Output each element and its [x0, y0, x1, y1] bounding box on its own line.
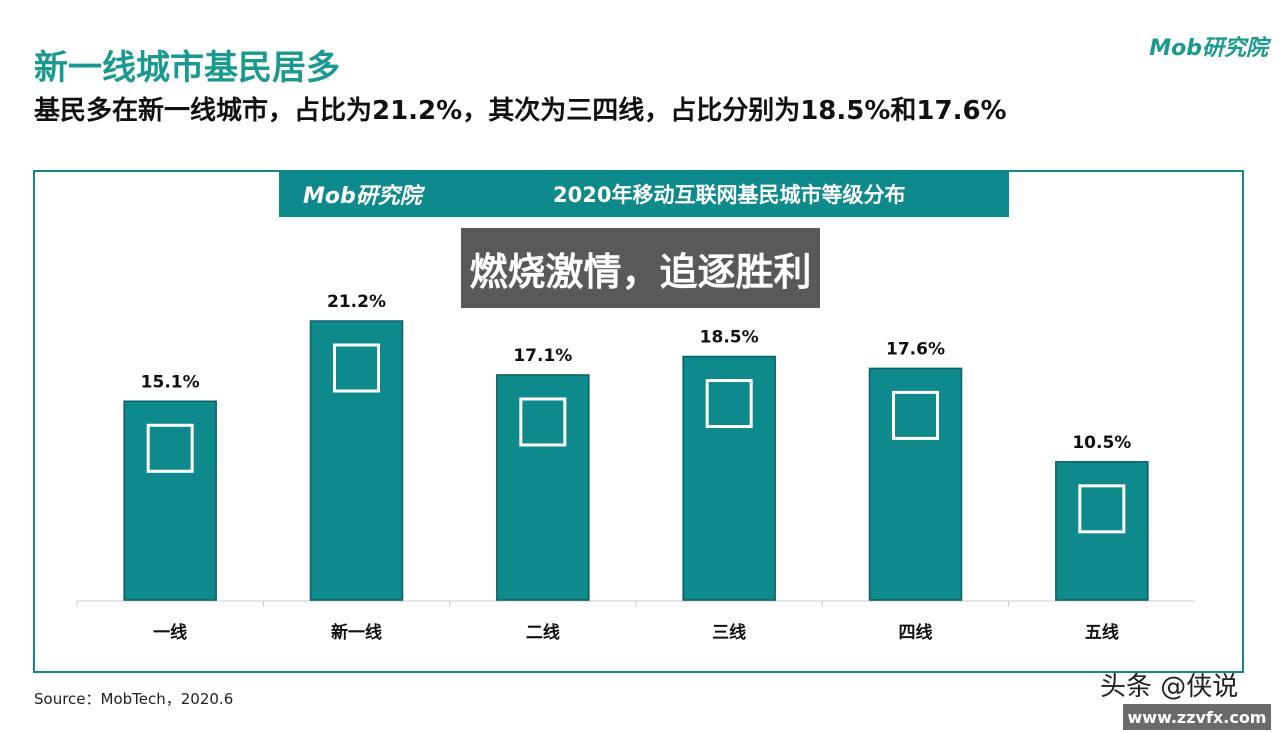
building-icon — [519, 397, 567, 447]
bar-四线 — [868, 367, 963, 601]
source-note: Source：MobTech，2020.6 — [34, 690, 234, 708]
chart-banner: Mob研究院 2020年移动互联网基民城市等级分布 — [279, 171, 1009, 217]
data-label: 21.2% — [327, 292, 386, 312]
chart-title: 2020年移动互联网基民城市等级分布 — [553, 183, 906, 207]
building-icon — [1078, 484, 1126, 534]
overlay-caption: 燃烧激情，追逐胜利 — [461, 228, 820, 308]
page-title: 新一线城市基民居多 — [34, 48, 340, 88]
data-label: 17.1% — [513, 346, 572, 366]
data-label: 10.5% — [1072, 433, 1131, 453]
building-icon — [146, 423, 194, 473]
watermark-site: www.zzvfx.com — [1123, 704, 1271, 730]
x-tick-label: 五线 — [1085, 622, 1119, 643]
banner-logo: Mob研究院 — [303, 184, 422, 209]
x-tick-label: 一线 — [153, 622, 187, 643]
x-tick-label: 二线 — [526, 622, 560, 643]
bar-二线 — [496, 374, 590, 601]
building-icon — [892, 390, 939, 440]
mob-logo: Mob研究院 — [1149, 36, 1268, 61]
x-tick-label: 新一线 — [331, 622, 382, 643]
bar-三线 — [682, 355, 776, 601]
data-label: 18.5% — [700, 328, 759, 348]
building-icon — [705, 379, 753, 429]
x-tick-label: 三线 — [712, 622, 746, 643]
data-label: 17.6% — [886, 339, 945, 359]
page-subtitle: 基民多在新一线城市，占比为21.2%，其次为三四线，占比分别为18.5%和17.… — [34, 96, 1007, 126]
bar-新一线 — [309, 320, 404, 601]
watermark-text: 头条 @侠说 — [1100, 672, 1239, 702]
x-tick-label: 四线 — [899, 622, 933, 643]
bar-一线 — [123, 400, 217, 601]
data-label: 15.1% — [141, 372, 200, 392]
building-icon — [333, 343, 380, 393]
